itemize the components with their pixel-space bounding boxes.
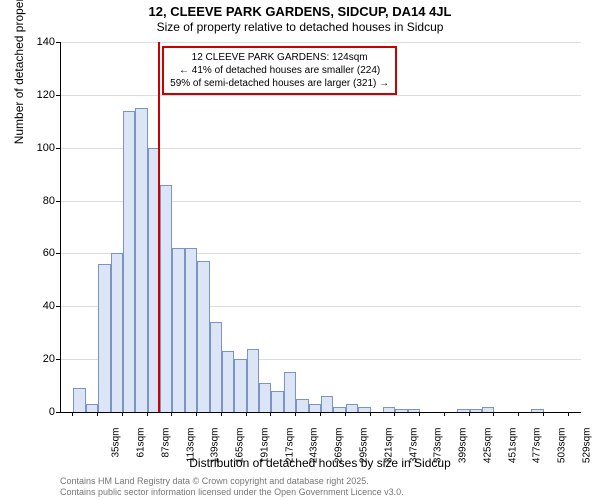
chart-title-main: 12, CLEEVE PARK GARDENS, SIDCUP, DA14 4J… [0,4,600,19]
y-tick-mark [56,306,60,307]
histogram-bar [271,391,283,412]
histogram-bar [185,248,197,412]
x-tick-mark [122,412,123,416]
x-tick-label: 529sqm [581,428,592,468]
footer-attribution: Contains HM Land Registry data © Crown c… [60,476,404,498]
histogram-bar [234,359,246,412]
x-tick-mark [469,412,470,416]
x-tick-mark [444,412,445,416]
x-tick-mark [295,412,296,416]
y-axis-label: Number of detached properties [12,0,26,144]
x-tick-mark [518,412,519,416]
footer-line-1: Contains HM Land Registry data © Crown c… [60,476,404,487]
x-tick-mark [147,412,148,416]
histogram-bar [309,404,321,412]
gridline [61,42,581,43]
x-tick-mark [97,412,98,416]
x-tick-mark [171,412,172,416]
info-line-2: ← 41% of detached houses are smaller (22… [170,64,389,77]
histogram-bar [284,372,296,412]
y-tick-label: 60 [15,247,55,259]
x-tick-mark [370,412,371,416]
chart-title-sub: Size of property relative to detached ho… [0,20,600,34]
x-axis-label: Distribution of detached houses by size … [60,456,580,470]
y-tick-mark [56,201,60,202]
y-tick-mark [56,42,60,43]
x-tick-mark [196,412,197,416]
x-tick-mark [419,412,420,416]
y-tick-label: 140 [15,36,55,48]
histogram-bar [197,261,209,412]
histogram-bar [123,111,135,412]
histogram-bar [259,383,271,412]
y-tick-label: 0 [15,406,55,418]
x-tick-mark [543,412,544,416]
x-tick-mark [221,412,222,416]
y-tick-mark [56,148,60,149]
histogram-bar [135,108,147,412]
info-line-3: 59% of semi-detached houses are larger (… [170,77,389,90]
footer-line-2: Contains public sector information licen… [60,487,404,498]
x-tick-mark [270,412,271,416]
x-tick-mark [320,412,321,416]
y-tick-label: 40 [15,300,55,312]
histogram-bar [210,322,222,412]
histogram-bar [247,349,259,412]
histogram-bar [86,404,98,412]
histogram-bar [172,248,184,412]
x-tick-mark [72,412,73,416]
histogram-bar [321,396,333,412]
histogram-bar [98,264,110,412]
y-tick-label: 80 [15,195,55,207]
y-tick-mark [56,359,60,360]
histogram-bar [395,409,407,412]
histogram-bar [470,409,482,412]
x-tick-mark [345,412,346,416]
x-tick-mark [394,412,395,416]
x-tick-mark [568,412,569,416]
plot-area: 12 CLEEVE PARK GARDENS: 124sqm← 41% of d… [60,42,581,413]
x-tick-mark [246,412,247,416]
histogram-bar [111,253,123,412]
y-tick-label: 20 [15,353,55,365]
x-tick-mark [493,412,494,416]
histogram-bar [160,185,172,412]
y-tick-label: 100 [15,142,55,154]
reference-line [158,42,160,412]
y-tick-label: 120 [15,89,55,101]
histogram-bar [222,351,234,412]
histogram-bar [346,404,358,412]
y-tick-mark [56,412,60,413]
y-tick-mark [56,95,60,96]
info-line-1: 12 CLEEVE PARK GARDENS: 124sqm [170,51,389,64]
histogram-bar [296,399,308,412]
info-box: 12 CLEEVE PARK GARDENS: 124sqm← 41% of d… [162,46,397,95]
histogram-bar [73,388,85,412]
y-tick-mark [56,253,60,254]
